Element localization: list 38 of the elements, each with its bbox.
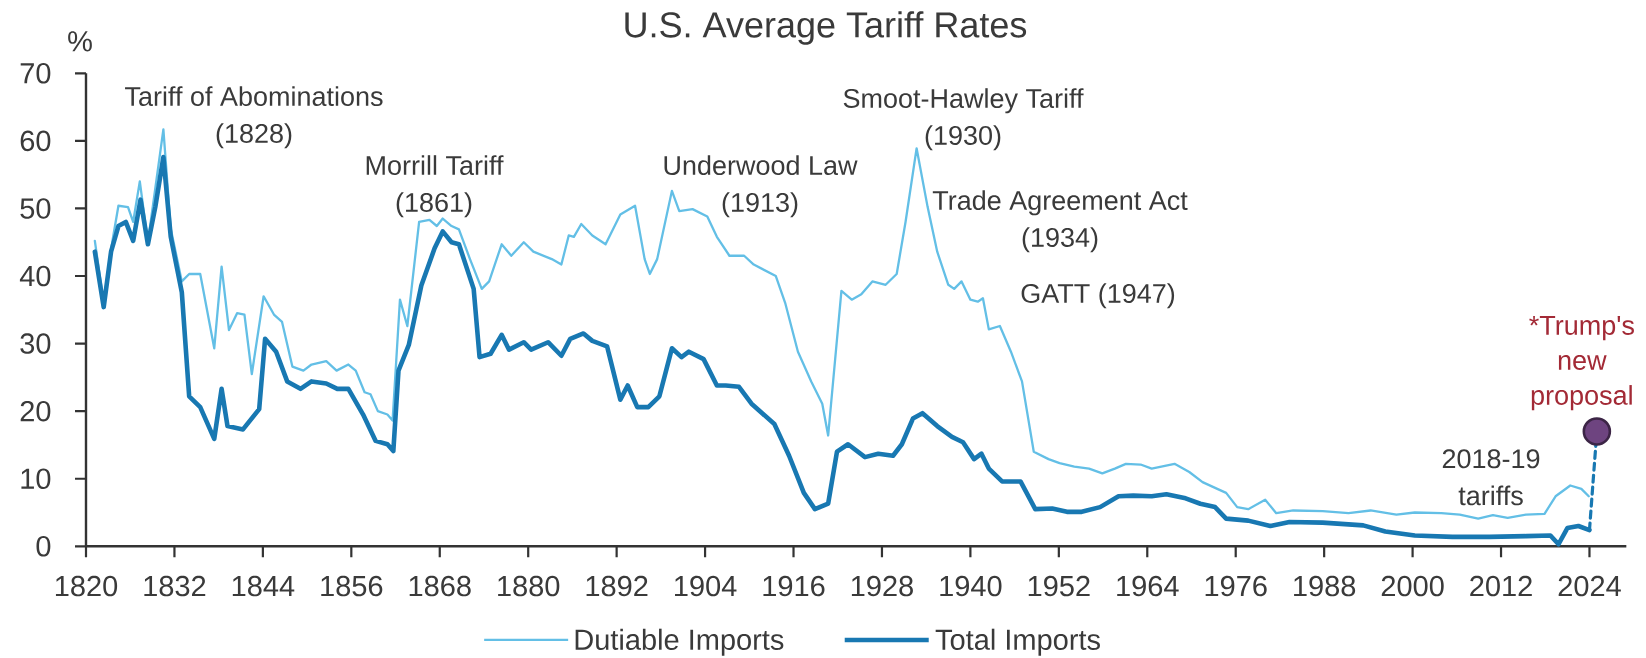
x-tick-label: 1904 (675, 575, 737, 597)
annotation: 2018-19 tariffs (1442, 449, 1540, 506)
annotation: Trade Agreement Act (1934) (932, 190, 1188, 253)
y-tick-label: 50 (20, 198, 51, 219)
annotation: Morrill Tariff (1861) (366, 155, 504, 218)
x-tick-label: 1892 (586, 575, 648, 597)
y-tick-label: 20 (20, 400, 51, 422)
x-tick-label: 1820 (55, 575, 118, 597)
x-tick-label: 1856 (321, 575, 383, 597)
annotation: Underwood Law (1913) (664, 155, 858, 218)
x-tick-label: 1832 (144, 575, 206, 597)
chart-title: U.S. Average Tariff Rates (625, 11, 1027, 45)
annotation: *Trump's new proposal (1529, 316, 1634, 411)
x-tick-label: 1976 (1205, 575, 1267, 597)
y-tick-label: 30 (20, 333, 51, 354)
x-tick-label: 1928 (851, 575, 913, 597)
legend-label: Dutiable Imports (575, 628, 784, 656)
y-tick-label: 0 (36, 536, 51, 557)
x-tick-label: 1844 (232, 575, 295, 597)
x-tick-label: 1868 (409, 575, 471, 597)
x-tick-label: 1988 (1294, 575, 1356, 597)
legend-label: Total Imports (935, 628, 1100, 656)
annotation: Smoot-Hawley Tariff (1930) (843, 88, 1084, 151)
annotation: GATT (1947) (1021, 283, 1175, 309)
x-tick-label: 2024 (1558, 575, 1621, 597)
y-tick-label: 40 (19, 265, 51, 287)
x-tick-label: 2012 (1470, 575, 1532, 597)
x-tick-label: 1964 (1117, 575, 1179, 597)
x-tick-label: 1940 (940, 575, 1002, 597)
x-tick-label: 1880 (498, 575, 560, 597)
x-tick-label: 1916 (763, 575, 825, 597)
y-axis-title: % (68, 31, 92, 52)
y-tick-label: 70 (20, 63, 51, 84)
x-tick-label: 2000 (1381, 575, 1444, 597)
y-tick-label: 60 (20, 130, 51, 152)
y-tick-label: 10 (21, 468, 51, 489)
x-tick-label: 1952 (1028, 575, 1090, 597)
annotation: Tariff of Abominations (1828) (125, 86, 383, 149)
